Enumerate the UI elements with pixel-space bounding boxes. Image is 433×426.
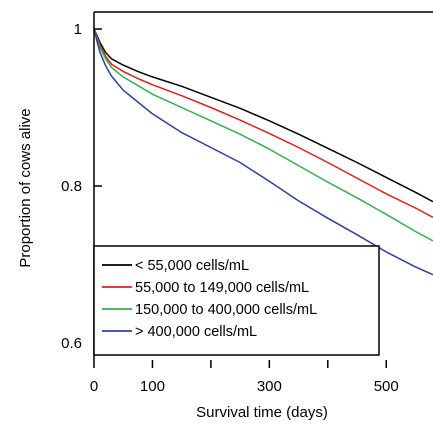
x-tick-label: 500 [374, 378, 399, 395]
x-axis-label: Survival time (days) [196, 404, 328, 421]
y-axis-label: Proportion of cows alive [17, 108, 34, 267]
series-layer [93, 28, 433, 276]
legend-box [93, 245, 380, 356]
y-tick-label: 1 [74, 21, 82, 38]
x-tick-label: 0 [90, 378, 98, 395]
legend-label: 55,000 to 149,000 cells/mL [135, 280, 309, 296]
series-line-1 [93, 28, 433, 203]
series-line-3 [93, 28, 433, 242]
y-tick-label: 0.8 [61, 178, 82, 195]
x-tick-label: 300 [257, 378, 282, 395]
axes-layer: 1 0.8 0.6 0 100 300 500 [61, 11, 433, 395]
legend: < 55,000 cells/mL 55,000 to 149,000 cells… [93, 245, 380, 356]
x-tick-label: 100 [140, 378, 165, 395]
series-line-4 [93, 28, 433, 276]
legend-label: < 55,000 cells/mL [135, 258, 249, 274]
legend-label: 150,000 to 400,000 cells/mL [135, 302, 317, 318]
series-line-2 [93, 28, 433, 219]
legend-label: > 400,000 cells/mL [135, 324, 257, 340]
y-tick-label: 0.6 [61, 335, 82, 352]
